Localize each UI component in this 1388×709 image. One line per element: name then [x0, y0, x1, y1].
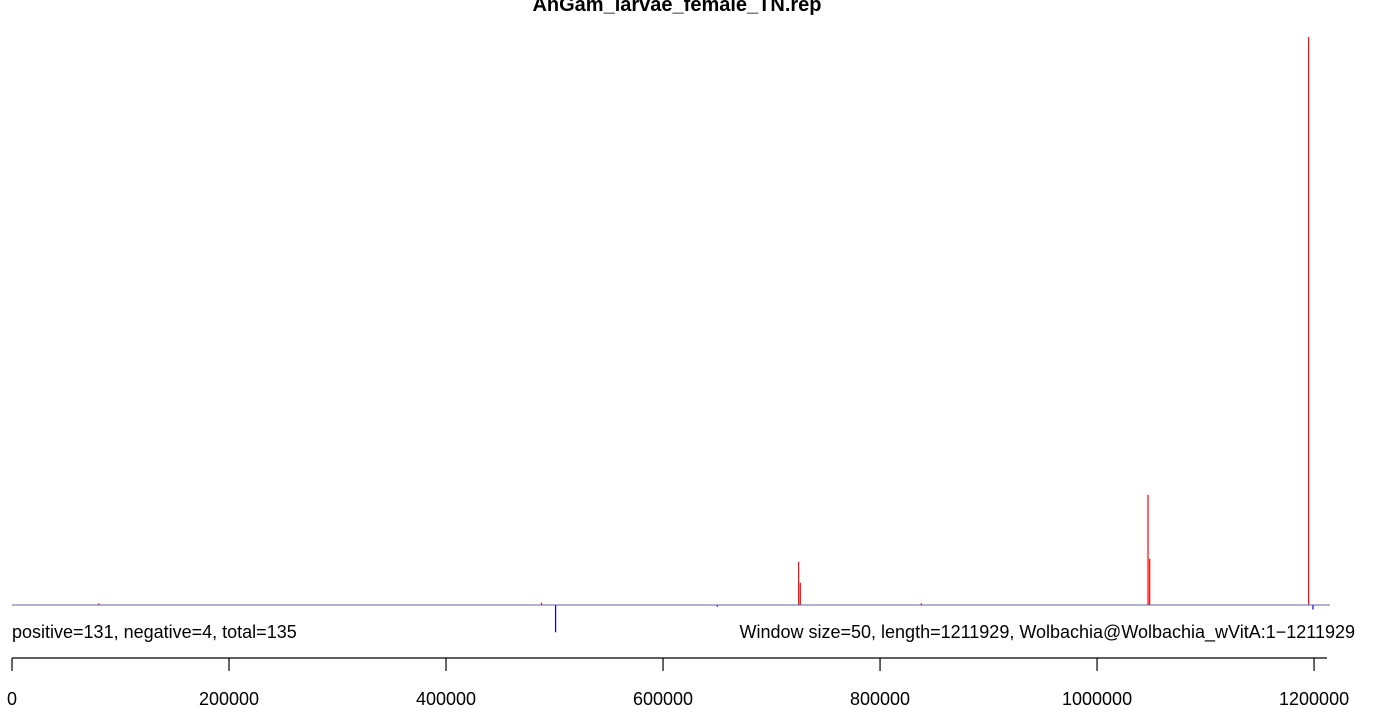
x-axis: 0 200000 400000 600000 800000 1000000 1200000	[7, 657, 1349, 709]
x-tick-label: 800000	[850, 689, 910, 709]
bars-group	[98, 37, 1314, 633]
chart-title: AnGam_larvae_female_TN.rep	[532, 0, 821, 16]
stats-label: positive=131, negative=4, total=135	[12, 622, 297, 642]
x-tick-label: 1000000	[1062, 689, 1132, 709]
x-tick-label: 600000	[633, 689, 693, 709]
x-tick-label: 400000	[416, 689, 476, 709]
x-tick-label: 1200000	[1279, 689, 1349, 709]
window-info-label: Window size=50, length=1211929, Wolbachi…	[739, 622, 1355, 643]
x-tick-label: 200000	[199, 689, 259, 709]
x-tick-label: 0	[7, 689, 17, 709]
